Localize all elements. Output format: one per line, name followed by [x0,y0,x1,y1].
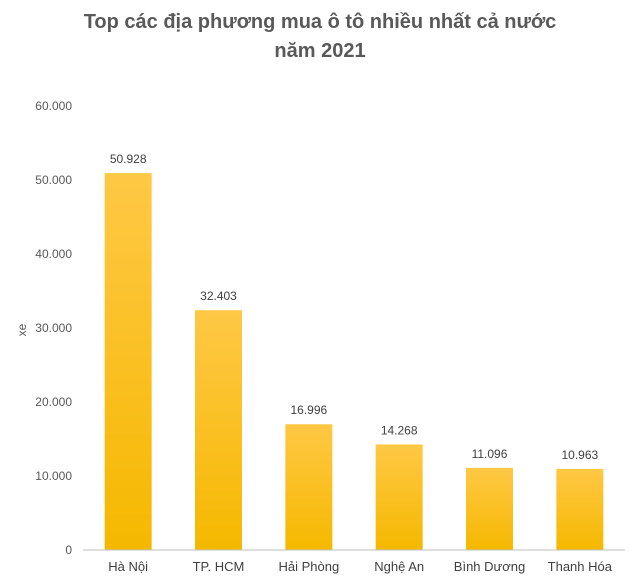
y-axis-title: xe [15,323,29,336]
bar [556,468,604,550]
x-tick-label: TP. HCM [193,559,245,574]
y-tick-label: 40.000 [35,247,72,261]
y-axis-ticks: 0 10.000 20.000 30.000 40.000 50.000 60.000 [35,99,72,557]
bar-value-label: 50.928 [110,152,147,166]
y-tick-label: 60.000 [35,99,72,113]
bar-value-label: 11.096 [472,447,508,461]
y-tick-label: 0 [65,543,72,557]
y-tick-label: 10.000 [35,469,72,483]
x-tick-label: Nghệ An [374,559,424,574]
bar-value-label: 14.268 [381,423,418,437]
bar-value-label: 32.403 [200,289,237,303]
bar [104,173,152,550]
bars: 50.928 32.403 16.996 14.268 11.096 10.963 [104,152,604,550]
bar-value-label: 10.963 [561,448,598,462]
x-tick-label: Hà Nội [108,559,148,574]
x-tick-label: Thanh Hóa [548,559,613,574]
x-tick-label: Hải Phòng [278,559,339,574]
bar [285,424,333,550]
bar [195,310,242,550]
x-tick-label: Bình Dương [454,559,525,574]
y-tick-label: 30.000 [35,321,72,335]
chart-title: Top các địa phương mua ô tô nhiều nhất c… [0,8,640,66]
bar-value-label: 16.996 [290,403,327,417]
x-axis-labels: Hà Nội TP. HCM Hải Phòng Nghệ An Bình Dương T… [108,559,612,574]
bar [466,467,513,550]
y-tick-label: 20.000 [35,395,72,409]
chart-title-line-1: Top các địa phương mua ô tô nhiều nhất c… [83,11,557,33]
bar [375,444,423,550]
chart-title-line-2: năm 2021 [274,40,366,62]
y-tick-label: 50.000 [35,173,72,187]
